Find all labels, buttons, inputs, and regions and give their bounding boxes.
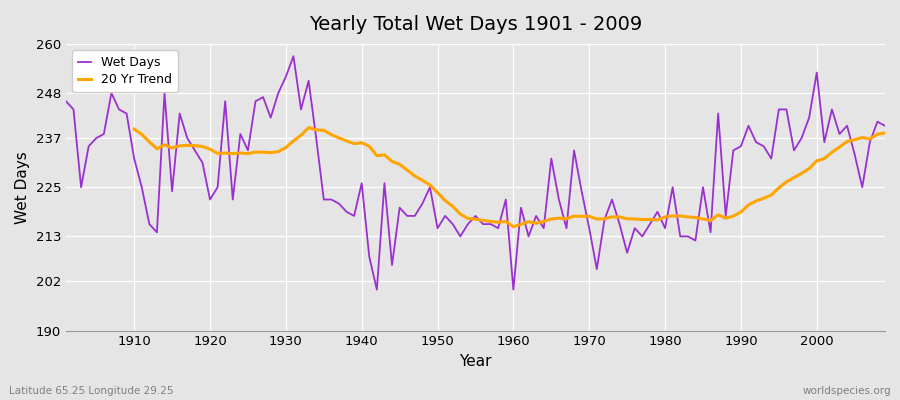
Wet Days [122, 111, 132, 116]
Title: Yearly Total Wet Days 1901 - 2009: Yearly Total Wet Days 1901 - 2009 [309, 15, 642, 34]
20 Yr Trend [500, 219, 511, 224]
20 Yr Trend [334, 136, 345, 140]
Y-axis label: Wet Days: Wet Days [15, 151, 30, 224]
Line: Wet Days: Wet Days [66, 56, 885, 290]
Wet Days [879, 124, 890, 128]
Wet Days [295, 107, 306, 112]
Wet Days [614, 222, 625, 226]
Wet Days [516, 205, 526, 210]
Text: worldspecies.org: worldspecies.org [803, 386, 891, 396]
20 Yr Trend [879, 130, 890, 135]
X-axis label: Year: Year [459, 354, 491, 369]
Line: 20 Yr Trend: 20 Yr Trend [134, 128, 885, 227]
Wet Days [288, 54, 299, 58]
20 Yr Trend [508, 224, 518, 229]
Wet Days [341, 210, 352, 214]
Legend: Wet Days, 20 Yr Trend: Wet Days, 20 Yr Trend [72, 50, 178, 92]
Wet Days [60, 99, 71, 104]
Text: Latitude 65.25 Longitude 29.25: Latitude 65.25 Longitude 29.25 [9, 386, 174, 396]
20 Yr Trend [288, 138, 299, 143]
Wet Days [523, 234, 534, 239]
20 Yr Trend [599, 216, 610, 221]
Wet Days [372, 287, 382, 292]
